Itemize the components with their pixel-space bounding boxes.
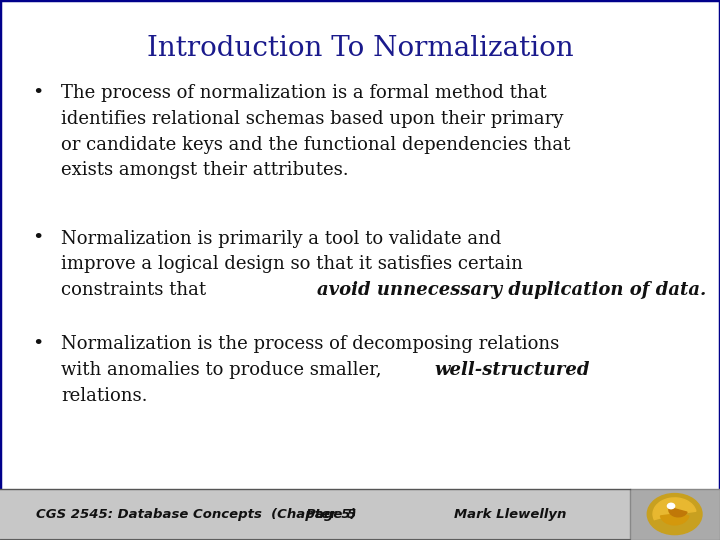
Bar <box>0 509 630 538</box>
Text: relations.: relations. <box>61 387 148 404</box>
Bar <box>0 504 630 538</box>
Bar <box>0 522 630 538</box>
Circle shape <box>647 494 702 535</box>
Text: •: • <box>32 84 44 102</box>
Bar <box>0 523 630 538</box>
Bar <box>0 536 630 538</box>
Bar <box>0 530 630 538</box>
Text: well-structured: well-structured <box>434 361 590 379</box>
Bar <box>0 531 630 538</box>
Bar <box>0 514 630 538</box>
Bar <box>0 525 630 538</box>
Wedge shape <box>660 514 689 525</box>
Bar <box>0 507 630 538</box>
Text: or candidate keys and the functional dependencies that: or candidate keys and the functional dep… <box>61 136 570 153</box>
Bar <box>0 534 630 538</box>
Bar <box>0 491 630 537</box>
Bar <box>630 489 720 540</box>
Bar <box>0 516 630 538</box>
Bar <box>0 494 630 537</box>
Bar <box>0 539 630 540</box>
Bar <box>0 537 630 539</box>
Bar <box>0 505 630 538</box>
Text: CGS 2545: Database Concepts  (Chapter 5): CGS 2545: Database Concepts (Chapter 5) <box>36 508 356 521</box>
Bar <box>0 500 630 538</box>
Bar <box>0 521 630 538</box>
Bar <box>0 503 630 538</box>
Bar <box>0 519 630 538</box>
Wedge shape <box>669 508 687 517</box>
Bar <box>0 532 630 538</box>
Bar <box>0 499 630 538</box>
Bar <box>0 527 630 538</box>
Bar <box>0 517 630 538</box>
Bar <box>0 518 630 538</box>
Bar <box>0 526 630 538</box>
Wedge shape <box>653 498 696 519</box>
Bar <box>0 529 630 538</box>
Text: •: • <box>32 230 44 247</box>
Text: Normalization is primarily a tool to validate and: Normalization is primarily a tool to val… <box>61 230 502 247</box>
Text: Page 5: Page 5 <box>306 508 356 521</box>
Bar <box>0 512 630 538</box>
Text: with anomalies to produce smaller,: with anomalies to produce smaller, <box>61 361 387 379</box>
Bar <box>0 535 630 538</box>
Bar <box>0 498 630 538</box>
Bar <box>0 510 630 538</box>
Bar <box>0 490 630 537</box>
Text: constraints that: constraints that <box>61 281 212 299</box>
Bar <box>0 508 630 538</box>
Text: •: • <box>32 335 44 353</box>
Bar <box>0 502 630 538</box>
Bar <box>0 495 630 538</box>
Text: exists amongst their attributes.: exists amongst their attributes. <box>61 161 348 179</box>
Text: Introduction To Normalization: Introduction To Normalization <box>147 35 573 62</box>
Text: The process of normalization is a formal method that: The process of normalization is a formal… <box>61 84 546 102</box>
Text: Mark Llewellyn: Mark Llewellyn <box>454 508 566 521</box>
Text: avoid unnecessary duplication of data.: avoid unnecessary duplication of data. <box>317 281 706 299</box>
Bar <box>0 513 630 538</box>
Text: improve a logical design so that it satisfies certain: improve a logical design so that it sati… <box>61 255 523 273</box>
Text: identifies relational schemas based upon their primary: identifies relational schemas based upon… <box>61 110 564 127</box>
Bar <box>0 492 630 537</box>
Circle shape <box>667 503 675 509</box>
Bar <box>0 496 630 538</box>
Text: Normalization is the process of decomposing relations: Normalization is the process of decompos… <box>61 335 559 353</box>
